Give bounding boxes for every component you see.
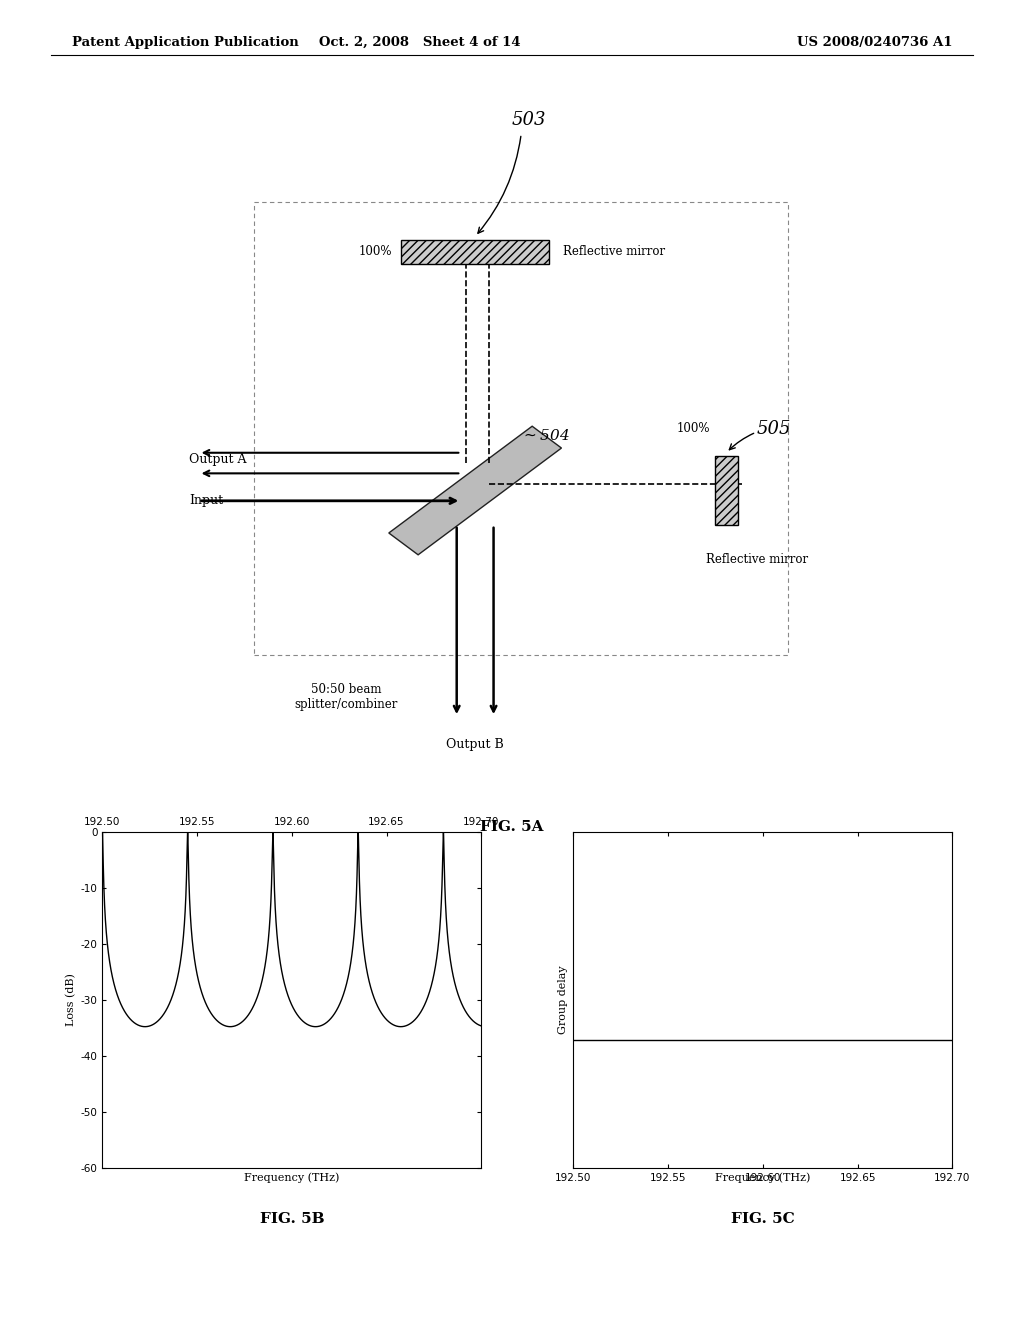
Text: US 2008/0240736 A1: US 2008/0240736 A1 — [797, 36, 952, 49]
Text: Oct. 2, 2008   Sheet 4 of 14: Oct. 2, 2008 Sheet 4 of 14 — [319, 36, 520, 49]
Text: Reflective mirror: Reflective mirror — [563, 246, 665, 259]
Text: FIG. 5C: FIG. 5C — [731, 1212, 795, 1226]
Text: FIG. 5B: FIG. 5B — [259, 1212, 325, 1226]
Text: 100%: 100% — [358, 246, 392, 259]
Text: Reflective mirror: Reflective mirror — [706, 553, 808, 566]
Text: Input: Input — [189, 494, 223, 507]
Text: $\mathit{\sim}$504: $\mathit{\sim}$504 — [521, 428, 570, 444]
Text: 50:50 beam
splitter/combiner: 50:50 beam splitter/combiner — [295, 682, 397, 710]
Text: Output A: Output A — [189, 453, 247, 466]
Text: Frequency (THz): Frequency (THz) — [244, 1172, 340, 1183]
Text: Frequency (THz): Frequency (THz) — [715, 1172, 811, 1183]
Bar — [715, 457, 738, 525]
Text: 503: 503 — [512, 111, 547, 129]
Y-axis label: Loss (dB): Loss (dB) — [67, 973, 77, 1027]
Bar — [254, 202, 788, 655]
Text: 100%: 100% — [677, 422, 711, 436]
Y-axis label: Group delay: Group delay — [558, 966, 568, 1034]
Text: Patent Application Publication: Patent Application Publication — [72, 36, 298, 49]
Text: FIG. 5A: FIG. 5A — [480, 820, 544, 834]
Text: 505: 505 — [757, 420, 791, 438]
Bar — [401, 240, 549, 264]
Polygon shape — [389, 426, 561, 554]
Text: Output B: Output B — [446, 738, 504, 751]
